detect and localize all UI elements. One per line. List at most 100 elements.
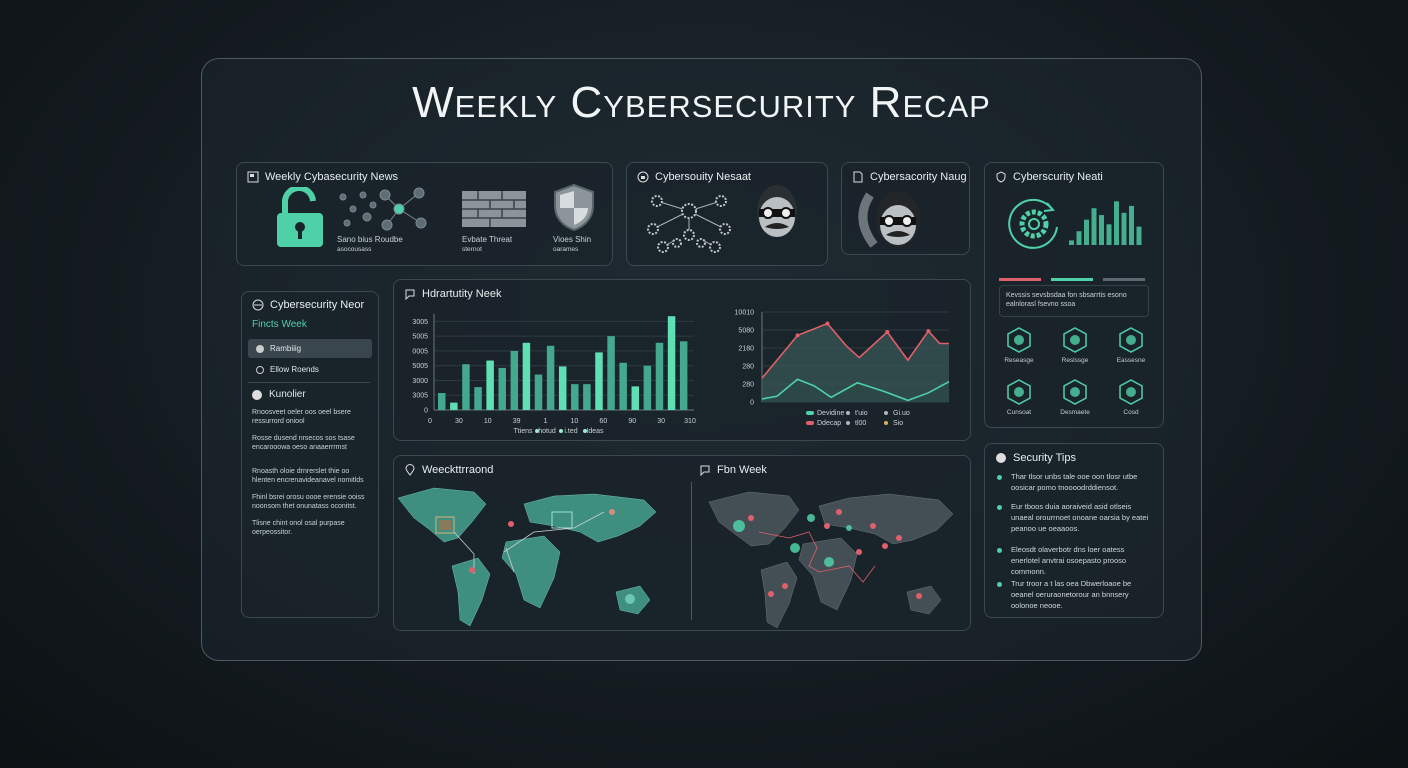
legend-marker [583, 429, 587, 433]
progress-segment [999, 278, 1041, 281]
icon-label: Desmaete [1060, 409, 1090, 416]
bar-chart: 0 3005 3000 5005 0005 5005 3005 0 30 10 39 1 10 60 90 3… [412, 314, 696, 435]
sidebar-title: Cybersecurity Neor [270, 299, 365, 311]
item-sub: sternot [462, 245, 482, 253]
tips-title: Security Tips [1013, 452, 1076, 464]
bar [558, 366, 567, 410]
hacker-profile-card[interactable]: Cybersacority Naug [841, 162, 970, 255]
legend-label: Ttiens [513, 428, 533, 435]
legend-label: tl00 [855, 420, 866, 427]
item-label: Evbate Threat [462, 235, 513, 244]
legend-marker [806, 411, 814, 415]
sidebar-paragraph: Tlisne chint onol osal purpase oerpeossi… [252, 519, 345, 536]
area-chart: 0 280 280 2180 5080 10010 Devidine t'uio Gi.uo Dd… [735, 310, 950, 427]
x-tick-label: 1 [544, 418, 548, 425]
map-title: Fbn Week [717, 464, 767, 476]
legend-marker [846, 421, 850, 425]
target-shield-button[interactable]: Desmaete [1055, 379, 1095, 416]
activity-bar [1129, 205, 1134, 245]
status-progress [999, 278, 1145, 281]
hacker-button[interactable]: Eassesne [1111, 327, 1151, 364]
x-tick-label: 0 [428, 418, 432, 425]
x-tick-label: 10 [571, 418, 579, 425]
progress-segment [1103, 278, 1145, 281]
news-card[interactable]: Weekly Cybasecurity News Sano bius Roudb… [236, 162, 613, 266]
x-tick-label: 10 [484, 418, 492, 425]
data-point [825, 321, 830, 326]
data-point [795, 333, 800, 338]
series-line [761, 322, 949, 379]
bar [486, 360, 494, 410]
divider [691, 482, 692, 620]
y-tick-label: 5005 [412, 363, 428, 370]
shield-icon [554, 183, 594, 231]
legend-marker [846, 411, 850, 415]
x-tick-label: 310 [684, 418, 696, 425]
image-icon [247, 171, 259, 183]
server-button[interactable]: Reseasge [999, 327, 1039, 364]
bar [667, 316, 676, 410]
hacker-mask-icon [757, 185, 797, 237]
sidebar-subtitle: Fincts Week [252, 319, 307, 330]
chat-shield-icon [405, 289, 415, 300]
world-map-attacks[interactable] [394, 482, 684, 632]
bar [462, 364, 470, 410]
sidebar-item-rambiiig[interactable]: Rambiiig [248, 339, 372, 358]
legend-label: Sio [893, 420, 903, 427]
activity-bar [1099, 215, 1104, 245]
mail-icon [1119, 379, 1143, 405]
x-tick-label: 30 [657, 418, 665, 425]
icon-label: Eassesne [1116, 357, 1146, 364]
globe-icon [252, 389, 262, 400]
legend-marker [806, 421, 814, 425]
chat-shield-icon [700, 465, 710, 476]
sidebar-item-label: Ellow Roends [270, 365, 319, 374]
location-pin-icon [405, 464, 415, 476]
network-hexagon-button[interactable]: Reslssge [1055, 327, 1095, 364]
threat-overview-card[interactable]: Cyberscurity Neati Kevssis sevsbsdaa fon… [984, 162, 1164, 428]
y-tick-label: 280 [742, 382, 754, 389]
notice-box: Kevssis sevsbsdaa fon sbsarrtis esono ea… [999, 285, 1149, 317]
legend-label: i.ted [564, 428, 577, 435]
icon-label: Cosd [1123, 409, 1139, 416]
bar [546, 345, 555, 410]
data-point [926, 329, 931, 334]
legend-label: Devidine [817, 410, 844, 417]
legend-label: Ddecap [817, 420, 841, 427]
divider [248, 382, 370, 383]
maps-card: Weeckttrraond Fbn Week [393, 455, 971, 631]
shield-icon [996, 171, 1006, 183]
tip-item: Trur troor a t las oea Dbwerloaoe be oea… [997, 579, 1155, 612]
sidebar: Cybersecurity Neor Fincts Week Rambiiig … [241, 291, 379, 618]
world-map-threats[interactable] [699, 482, 969, 632]
sidebar-item-label: Rambiiig [270, 344, 302, 353]
activity-bars [1069, 201, 1142, 245]
x-tick-label: 90 [628, 418, 636, 425]
gear-hexagon-button[interactable]: Cunsoat [999, 379, 1039, 416]
hacker-mask-icon [858, 191, 920, 248]
item-sub: oarames [553, 245, 579, 253]
sidebar-item-ellow-roends[interactable]: Ellow Roends [248, 360, 372, 379]
activity-bar [1136, 226, 1142, 245]
activity-bar [1114, 201, 1119, 245]
threat-actor-card[interactable]: Cybersouity Nesaat [626, 162, 828, 266]
mail-button[interactable]: Cosd [1111, 379, 1151, 416]
icon-label: Cunsoat [1006, 409, 1032, 416]
bar [474, 387, 482, 410]
brick-firewall-icon [462, 191, 526, 227]
icon-label: Reslssge [1061, 357, 1089, 364]
item-label: Sano bius Roudbe [337, 235, 403, 244]
bar [510, 350, 519, 410]
legend-marker [535, 429, 539, 433]
map-title: Weeckttrraond [422, 464, 494, 476]
bar [571, 384, 579, 410]
bar [679, 341, 688, 410]
card-title: Cybersouity Nesaat [655, 171, 751, 183]
series-area [762, 323, 949, 402]
item-sub: asocousass [337, 245, 372, 253]
activity-bar [1091, 208, 1097, 245]
card-title: Cyberscurity Neati [1013, 171, 1103, 183]
unlocked-padlock-icon [277, 187, 323, 247]
legend-label: Ideas [586, 428, 604, 435]
legend-marker [884, 421, 888, 425]
